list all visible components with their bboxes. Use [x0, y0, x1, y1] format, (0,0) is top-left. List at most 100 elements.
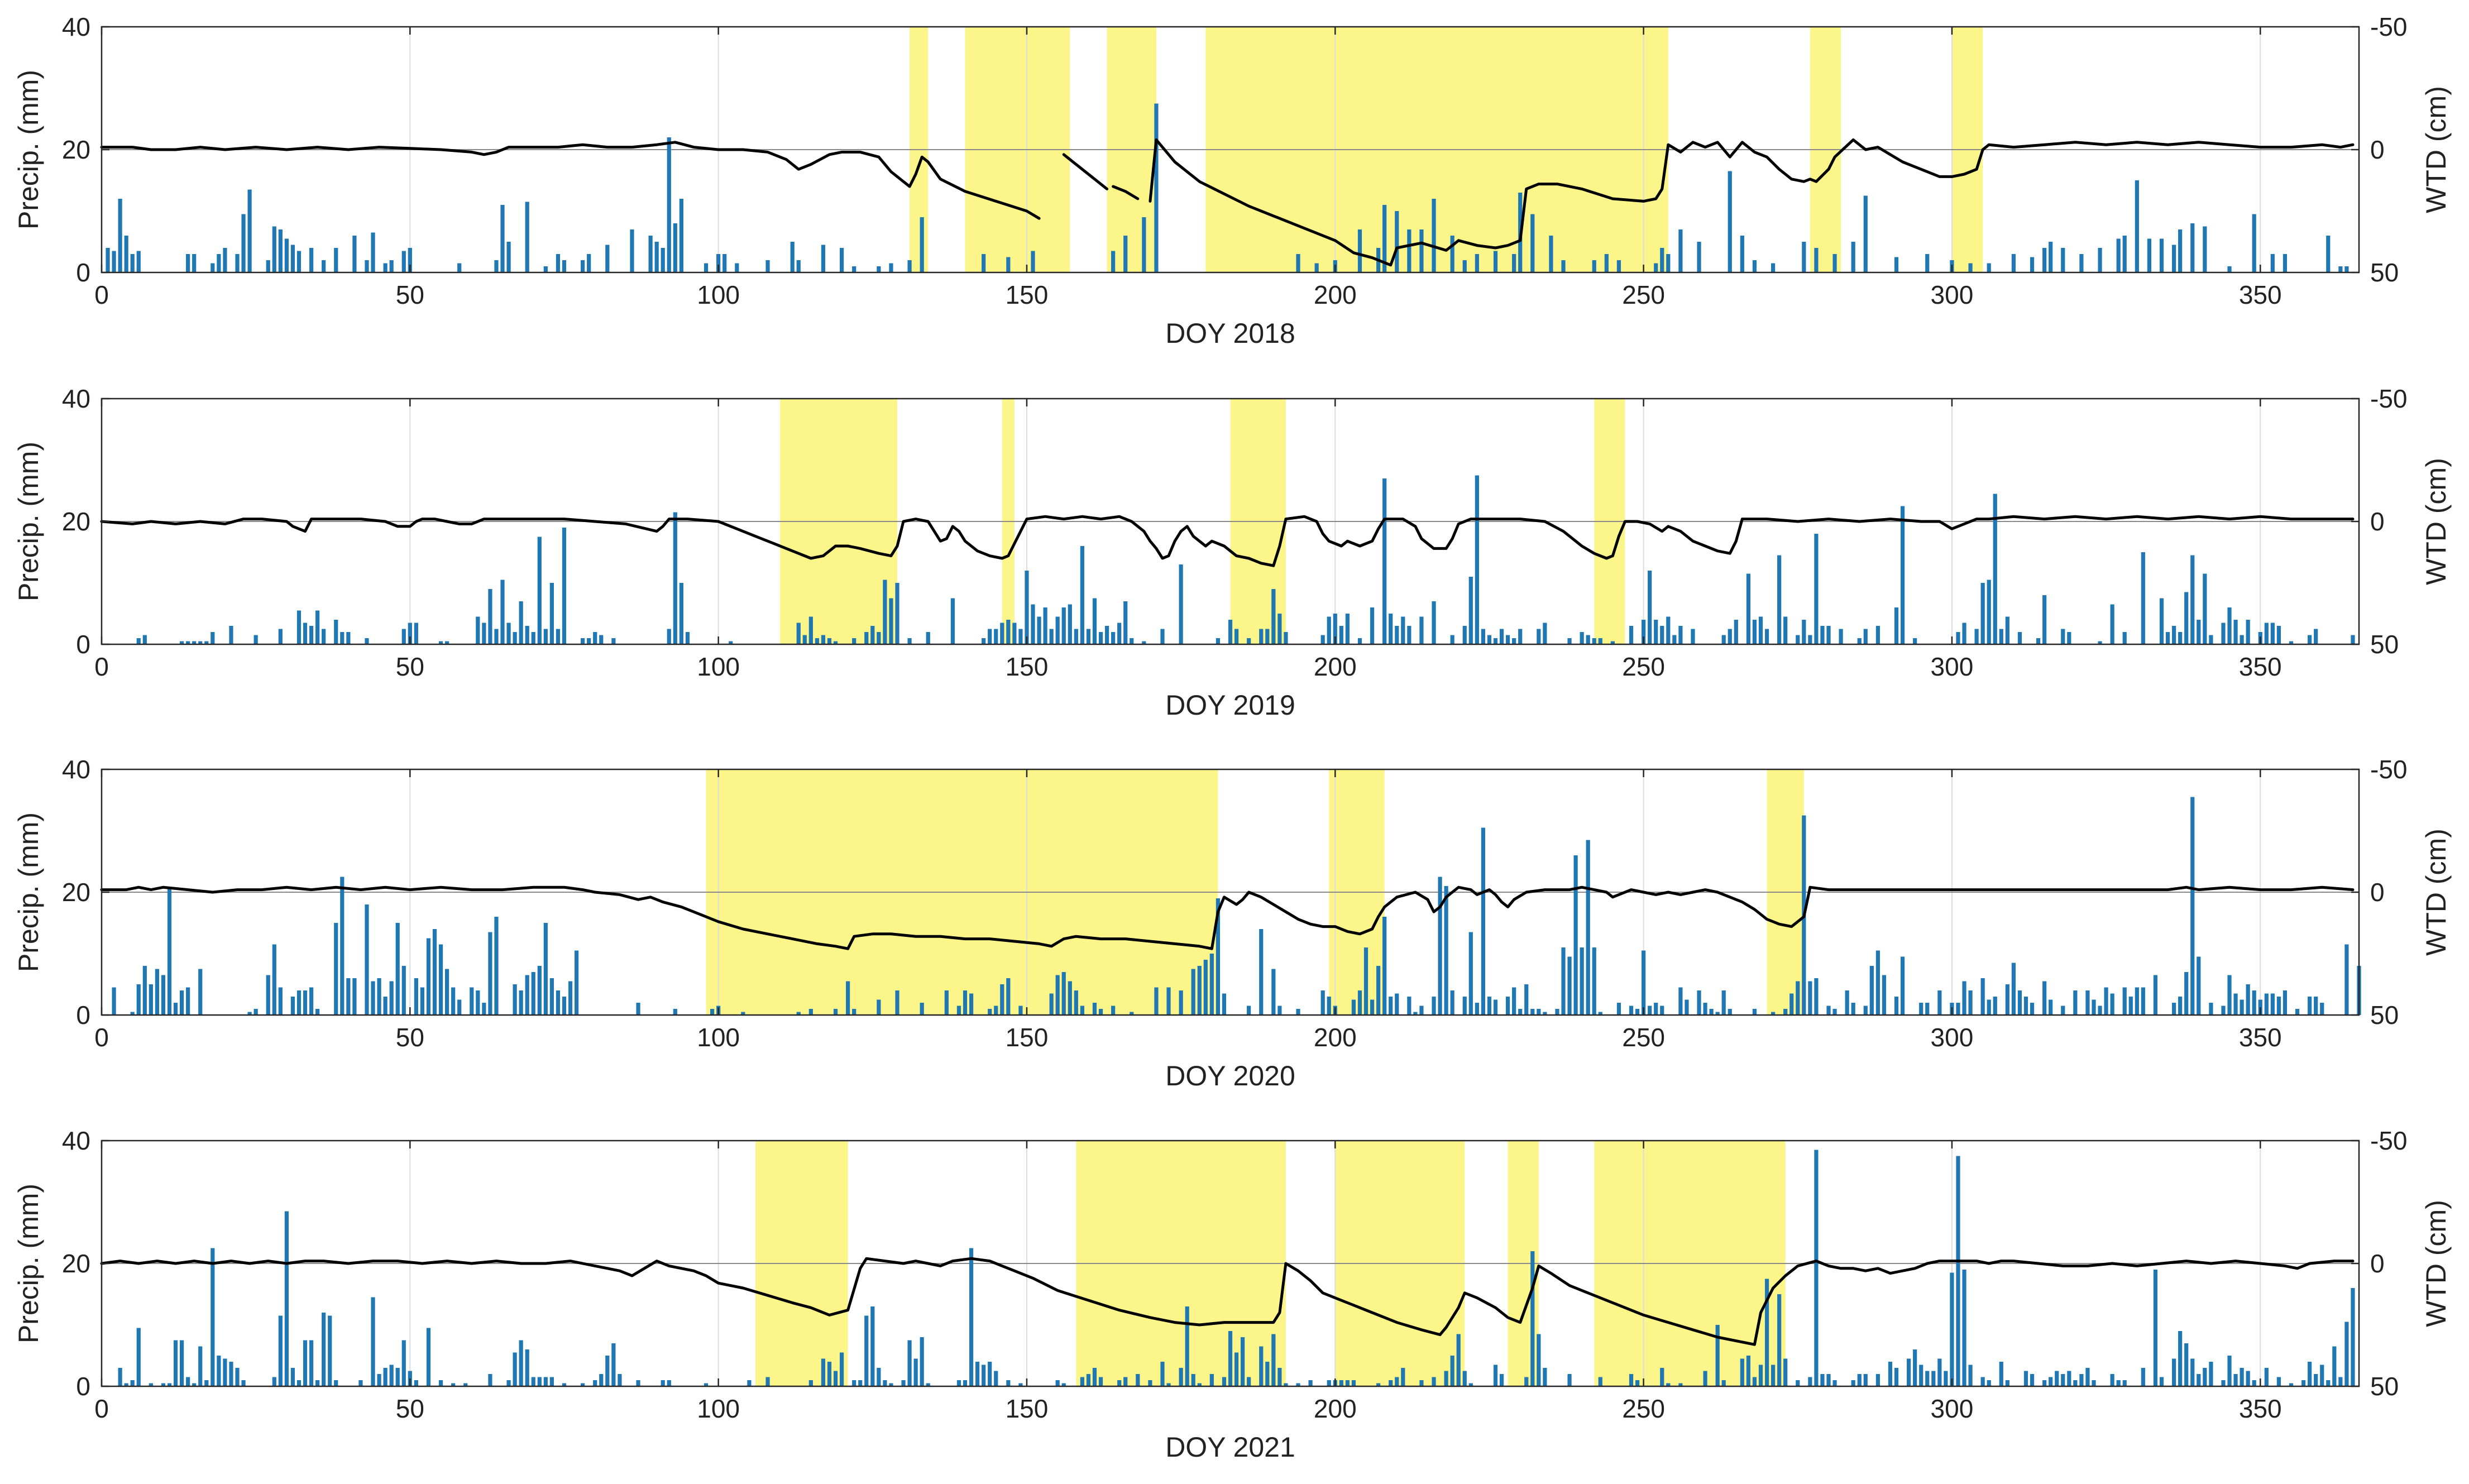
precip-bar	[420, 987, 425, 1015]
precip-bar	[371, 1297, 375, 1386]
precip-bar	[186, 254, 190, 272]
precip-bar	[1598, 1012, 1602, 1015]
precip-bar	[1721, 1380, 1726, 1386]
precip-bar	[2049, 1377, 2053, 1386]
precip-bar	[106, 248, 110, 272]
precip-bar	[470, 987, 474, 1015]
x-tick-label: 250	[1622, 280, 1665, 309]
precip-bar	[1740, 236, 1744, 272]
precip-bar	[2252, 1380, 2256, 1386]
precip-bar	[796, 623, 801, 644]
precip-bar	[1993, 494, 1997, 644]
precip-bars	[112, 797, 2361, 1015]
precip-bar	[1475, 475, 1479, 644]
precip-bar	[1419, 229, 1424, 272]
precip-bar	[1104, 626, 1109, 644]
precip-bar	[1376, 966, 1381, 1015]
precip-bar	[1987, 263, 1991, 272]
precip-bar	[1642, 620, 1646, 644]
precip-bar	[1851, 1380, 1855, 1386]
precip-bar	[2344, 266, 2349, 272]
chart-panel-doy-2020: 0 50 100 150 200 250 300 350 DOY 2020 0 20 40 Precip…	[13, 755, 2452, 1092]
precip-bar	[198, 969, 203, 1015]
precip-bar	[2005, 1380, 2009, 1386]
precip-bar	[790, 242, 795, 272]
precip-bar	[284, 238, 289, 272]
precip-bar	[1845, 990, 1849, 1015]
precip-bar	[1432, 997, 1436, 1015]
y-tick-label: 40	[62, 1126, 90, 1155]
precip-bar	[1783, 616, 1788, 644]
precip-bar	[2141, 1368, 2145, 1386]
precip-bar	[1481, 629, 1486, 644]
precip-bar	[1370, 999, 1375, 1015]
x-tick-label: 0	[94, 1023, 109, 1052]
precip-bar	[1648, 571, 1652, 644]
precip-bar	[1111, 251, 1116, 272]
precip-bar	[1006, 1380, 1011, 1386]
precip-bar	[241, 1380, 246, 1386]
precip-bar	[2283, 254, 2288, 272]
precip-bar	[1524, 1377, 1529, 1386]
precip-bar	[1259, 629, 1264, 644]
precip-bar	[1468, 577, 1473, 644]
precip-bar	[1271, 1334, 1276, 1386]
precip-bar	[2184, 1343, 2189, 1386]
precip-bar	[1203, 960, 1208, 1015]
precip-bar	[1752, 1009, 1757, 1015]
precip-bar	[1179, 990, 1183, 1015]
precip-bar	[1654, 620, 1658, 644]
precip-bar	[2209, 1003, 2213, 1015]
precip-bar	[1802, 620, 1806, 644]
y2-tick-label: 0	[2370, 135, 2385, 164]
precip-bar	[155, 969, 160, 1015]
precip-bar	[2233, 993, 2238, 1015]
precip-bar	[833, 1009, 838, 1015]
precip-bar	[994, 1006, 998, 1015]
precip-bar	[284, 1211, 289, 1386]
precip-bars	[136, 475, 2355, 644]
precip-bar	[2172, 1003, 2176, 1015]
precip-bar	[290, 245, 295, 272]
y-tick-label: 0	[76, 1372, 90, 1401]
precip-bar	[272, 944, 276, 1015]
precip-bar	[1721, 635, 1726, 644]
precip-bar	[1937, 1358, 1942, 1386]
y2-tick-label: 0	[2370, 1249, 2385, 1278]
precip-bar	[506, 242, 511, 272]
x-tick-label: 150	[1006, 652, 1049, 681]
precip-bar	[1481, 827, 1486, 1015]
precip-bar	[2197, 620, 2201, 644]
x-axis-title: DOY 2021	[1165, 1432, 1295, 1463]
precip-bar	[2061, 1374, 2065, 1386]
precip-bar	[2079, 254, 2084, 272]
precip-bar	[1389, 1380, 1393, 1386]
precip-bar	[1382, 205, 1387, 272]
precip-bar	[2116, 238, 2121, 272]
y-axis-right: -50 0 50 WTD (cm)	[2351, 384, 2452, 659]
precip-bar	[1857, 1374, 1862, 1386]
precip-bar	[482, 623, 486, 644]
precip-bar	[562, 528, 567, 644]
precip-bar	[1068, 604, 1072, 644]
precip-bar	[340, 877, 344, 1015]
precip-bar	[1999, 1362, 2003, 1386]
precip-bar	[1814, 534, 1819, 644]
precip-bar	[802, 635, 807, 644]
precip-bar	[247, 189, 252, 272]
precip-bar	[2276, 1377, 2281, 1386]
precip-bar	[1327, 616, 1331, 644]
precip-bar	[1271, 589, 1276, 644]
precip-bar	[1913, 1349, 1917, 1386]
precip-bar	[204, 1380, 209, 1386]
precip-bar	[2314, 997, 2318, 1015]
precip-bar	[1537, 1009, 1541, 1015]
precip-bar	[414, 623, 418, 644]
precip-bar	[870, 626, 875, 644]
precip-bar	[136, 984, 141, 1015]
precip-bar	[618, 1374, 622, 1386]
precip-bar	[253, 1009, 258, 1015]
precip-bar	[1561, 260, 1566, 272]
precip-bar	[217, 1356, 221, 1386]
precip-bar	[241, 214, 246, 272]
